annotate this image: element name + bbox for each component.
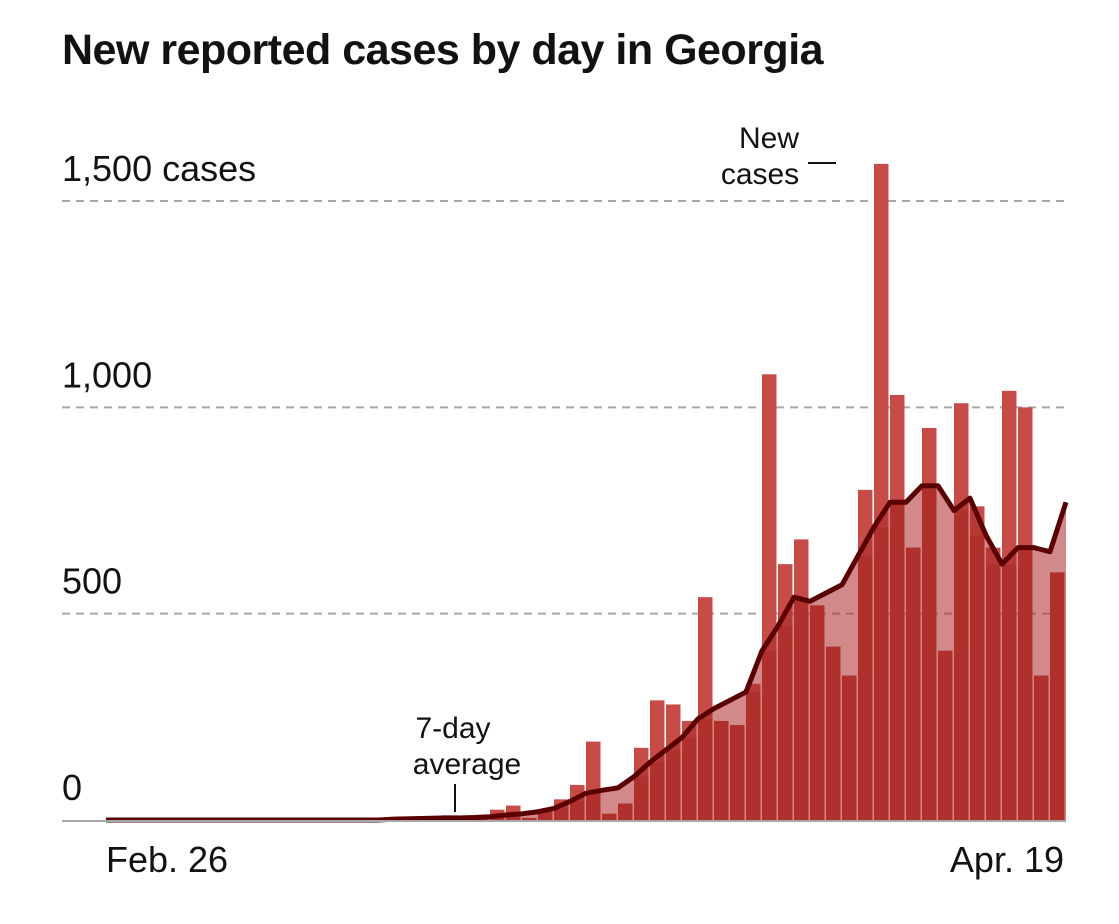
bar-under-average (986, 564, 1001, 820)
bar-under-average (762, 650, 777, 820)
average-label: 7-day (415, 712, 490, 745)
bar-under-average (1018, 547, 1033, 820)
bar-under-average (858, 555, 873, 820)
bar-under-average (970, 535, 985, 820)
average-label: average (413, 748, 521, 781)
bar-under-average (634, 776, 649, 820)
bar-under-average (938, 650, 953, 820)
y-axis-labels: 1,500 cases 1,000 500 0 (62, 148, 256, 808)
bar-under-average (730, 725, 745, 820)
y-tick-label: 1,000 (62, 354, 152, 395)
bar-under-average (698, 718, 713, 820)
bar-under-average (554, 808, 569, 820)
bar-under-average (874, 527, 889, 820)
bar-under-average (522, 817, 537, 820)
y-tick-label: 500 (62, 561, 122, 602)
bar-under-average (906, 547, 921, 820)
bar-under-average (826, 646, 841, 820)
chart-title: New reported cases by day in Georgia (62, 26, 824, 74)
bar-under-average (1002, 564, 1017, 820)
new-cases-label: cases (721, 158, 799, 191)
bar-under-average (1034, 675, 1049, 820)
bar-under-average (778, 626, 793, 820)
x-tick-label: Feb. 26 (106, 839, 228, 880)
bar-under-average (746, 692, 761, 820)
bar-under-average (618, 803, 633, 820)
x-tick-label: Apr. 19 (950, 839, 1064, 880)
bar-under-average (842, 675, 857, 820)
bar-under-average (954, 510, 969, 820)
bar-under-average (570, 801, 585, 820)
bar-under-average (922, 485, 937, 820)
bar-under-average (794, 601, 809, 820)
y-tick-label: 1,500 cases (62, 148, 256, 189)
x-axis-labels: Feb. 26 Apr. 19 (106, 839, 1064, 880)
y-tick-label: 0 (62, 767, 82, 808)
bars-under-average (394, 485, 1065, 820)
new-cases-label: New (739, 122, 799, 155)
bar-under-average (650, 762, 665, 820)
bar-under-average (586, 793, 601, 820)
bar-under-average (810, 605, 825, 820)
bar-under-average (666, 749, 681, 820)
bar-under-average (714, 720, 729, 820)
bar-under-average (602, 813, 617, 820)
bar-under-average (890, 502, 905, 820)
bar-under-average (682, 737, 697, 820)
bar-under-average (538, 811, 553, 820)
bar-under-average (1050, 572, 1065, 820)
bar-under-average (506, 815, 521, 820)
